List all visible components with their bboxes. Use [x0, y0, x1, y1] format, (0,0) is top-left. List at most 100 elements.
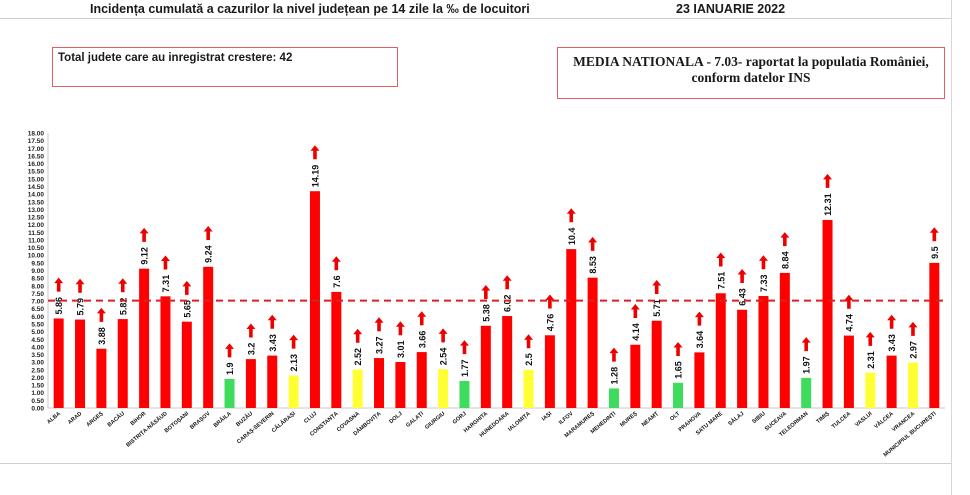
bar [224, 378, 235, 408]
y-tick-label: 9.00 [31, 268, 44, 275]
y-tick-label: 1.00 [31, 390, 44, 397]
up-arrow-icon [865, 331, 875, 346]
up-arrow-icon [524, 334, 534, 349]
y-tick-label: 11.50 [28, 230, 44, 237]
y-tick-label: 12.00 [28, 222, 45, 229]
up-arrow-icon [716, 252, 726, 267]
y-tick-label: 5.00 [31, 329, 44, 336]
category-label: BUZĂU [235, 410, 254, 428]
value-label: 3.64 [695, 331, 705, 349]
up-arrow-icon [673, 341, 683, 356]
up-arrow-icon [588, 236, 598, 251]
up-arrow-icon [502, 275, 512, 290]
category-label: GIURGIU [424, 411, 446, 431]
value-label: 2.54 [439, 348, 449, 366]
up-arrow-icon [267, 314, 277, 329]
bar [929, 262, 940, 408]
bar [758, 296, 769, 408]
value-label: 5.86 [54, 297, 64, 315]
category-label: CARAȘ-SEVERIN [236, 411, 275, 445]
y-tick-label: 8.00 [31, 283, 44, 290]
up-arrow-icon [823, 173, 833, 188]
category-label: CĂLĂRAȘI [270, 410, 297, 434]
y-tick-label: 7.00 [31, 299, 44, 306]
category-label: TIMIȘ [816, 411, 831, 425]
value-label: 4.76 [545, 314, 555, 332]
value-label: 1.97 [802, 356, 812, 374]
y-tick-label: 5.50 [31, 321, 44, 328]
up-arrow-icon [801, 337, 811, 352]
bar [673, 382, 684, 408]
bar [608, 388, 619, 408]
up-arrow-icon [331, 256, 341, 271]
up-arrow-icon [118, 278, 128, 293]
value-label: 10.4 [567, 228, 577, 246]
y-tick-label: 9.50 [31, 260, 44, 267]
category-label: NEAMȚ [641, 411, 661, 429]
up-arrow-icon [54, 277, 64, 292]
up-arrow-icon [652, 279, 662, 294]
up-arrow-icon [395, 321, 405, 336]
bar [523, 369, 534, 408]
y-tick-label: 2.50 [31, 367, 44, 374]
bar [651, 320, 662, 408]
category-label: OLT [669, 411, 682, 423]
value-label: 9.5 [930, 246, 940, 259]
value-label: 9.12 [140, 247, 150, 265]
up-arrow-icon [694, 311, 704, 326]
value-label: 3.2 [246, 343, 256, 356]
value-label: 6.02 [503, 294, 513, 312]
bar [416, 352, 427, 408]
category-label: GALAȚI [405, 411, 425, 429]
y-tick-label: 16.00 [28, 161, 45, 168]
up-arrow-icon [844, 294, 854, 309]
value-label: 2.5 [524, 353, 534, 366]
bar [630, 344, 641, 408]
value-label: 6.43 [738, 288, 748, 306]
bar [843, 335, 854, 408]
category-label: GORJ [452, 411, 468, 426]
y-tick-label: 3.00 [31, 360, 44, 367]
y-tick-label: 6.00 [31, 314, 44, 321]
bar [395, 362, 406, 408]
up-arrow-icon [929, 227, 939, 242]
value-label: 7.6 [332, 275, 342, 288]
value-label: 8.84 [780, 251, 790, 269]
category-label: TULCEA [831, 411, 852, 430]
value-label: 2.52 [353, 348, 363, 366]
value-label: 5.82 [118, 298, 128, 316]
value-label: 1.65 [674, 361, 684, 379]
category-label: SĂLAJ [727, 410, 746, 427]
up-arrow-icon [737, 268, 747, 283]
category-label: MUREȘ [619, 411, 639, 429]
bar [75, 319, 86, 408]
y-tick-label: 15.50 [28, 169, 45, 176]
category-label: CLUJ [303, 411, 318, 425]
bottom-rule [0, 463, 951, 464]
category-label: ARGEȘ [86, 411, 105, 429]
category-label: IAȘI [541, 411, 554, 423]
chart-title: Incidența cumulată a cazurilor la nivel … [90, 2, 530, 16]
up-arrow-icon [481, 285, 491, 300]
value-label: 7.31 [161, 275, 171, 293]
value-label: 7.33 [759, 274, 769, 292]
up-arrow-icon [417, 311, 427, 326]
bar [160, 296, 171, 408]
value-label: 3.43 [887, 334, 897, 352]
category-label: BOTOȘANI [164, 411, 191, 435]
y-tick-label: 16.50 [28, 153, 45, 160]
bar [801, 377, 812, 408]
y-tick-label: 7.50 [31, 291, 44, 298]
value-label: 7.51 [716, 272, 726, 290]
category-label: BIHOR [130, 411, 148, 427]
bar [139, 268, 150, 408]
y-tick-label: 17.50 [28, 138, 45, 145]
y-tick-label: 4.00 [31, 344, 44, 351]
up-arrow-icon [374, 317, 384, 332]
up-arrow-icon [630, 303, 640, 318]
bar [459, 380, 470, 408]
value-label: 2.31 [866, 351, 876, 369]
up-arrow-icon [203, 226, 213, 241]
bar [96, 348, 107, 408]
